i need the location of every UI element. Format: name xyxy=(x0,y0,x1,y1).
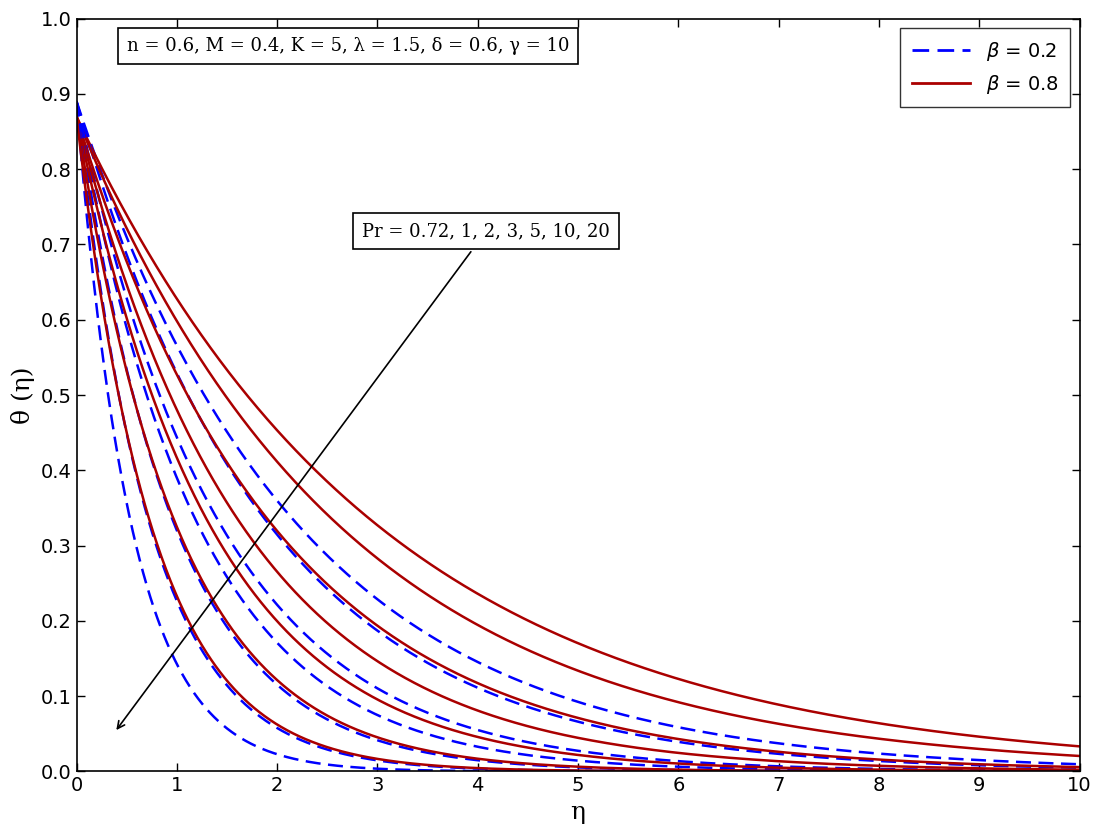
Y-axis label: θ (η): θ (η) xyxy=(11,367,35,424)
Text: n = 0.6, M = 0.4, K = 5, λ = 1.5, δ = 0.6, γ = 10: n = 0.6, M = 0.4, K = 5, λ = 1.5, δ = 0.… xyxy=(127,38,569,55)
X-axis label: η: η xyxy=(570,801,586,824)
Text: Pr = 0.72, 1, 2, 3, 5, 10, 20: Pr = 0.72, 1, 2, 3, 5, 10, 20 xyxy=(117,222,610,729)
Legend: $\beta$ = 0.2, $\beta$ = 0.8: $\beta$ = 0.2, $\beta$ = 0.8 xyxy=(900,28,1070,108)
